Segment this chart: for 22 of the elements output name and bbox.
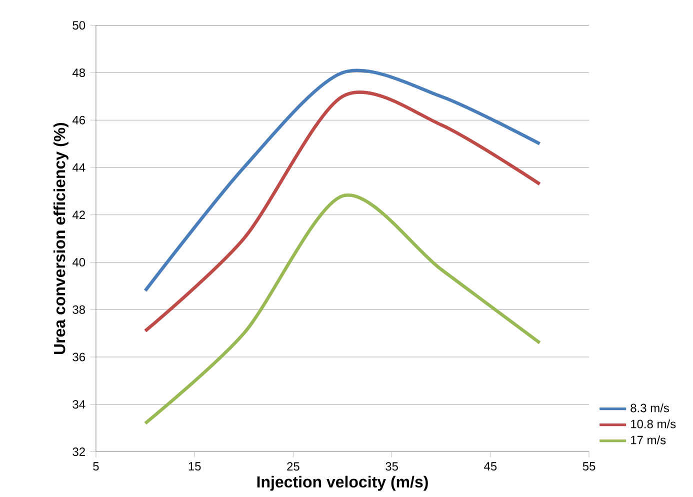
- y-tick-label: 48: [72, 68, 86, 77]
- legend-label: 10.8 m/s: [631, 419, 676, 428]
- x-tick-label: 55: [582, 462, 596, 471]
- y-tick-label: 32: [72, 447, 85, 456]
- y-tick-label: 40: [72, 258, 86, 266]
- x-tick-label: 25: [287, 462, 300, 471]
- line-series: [144, 194, 542, 425]
- x-tick-label: 15: [188, 462, 201, 471]
- x-tick-label: 45: [484, 462, 497, 471]
- y-tick-label: 34: [72, 400, 86, 409]
- y-tick-label: 38: [72, 305, 86, 314]
- y-tick-label: 50: [72, 21, 86, 30]
- y-tick-label: 44: [72, 163, 86, 172]
- y-axis-title: Urea conversion efficiency (%): [54, 122, 68, 354]
- x-tick-label: 35: [386, 462, 398, 471]
- x-tick-label: 5: [93, 462, 99, 471]
- y-tick-label: 42: [72, 210, 85, 219]
- y-tick-label: 46: [72, 116, 86, 124]
- legend-label: 17 m/s: [631, 435, 666, 444]
- x-axis-title: Injection velocity (m/s): [257, 476, 428, 491]
- y-tick-label: 36: [72, 352, 86, 362]
- legend-label: 8.3 m/s: [630, 403, 669, 412]
